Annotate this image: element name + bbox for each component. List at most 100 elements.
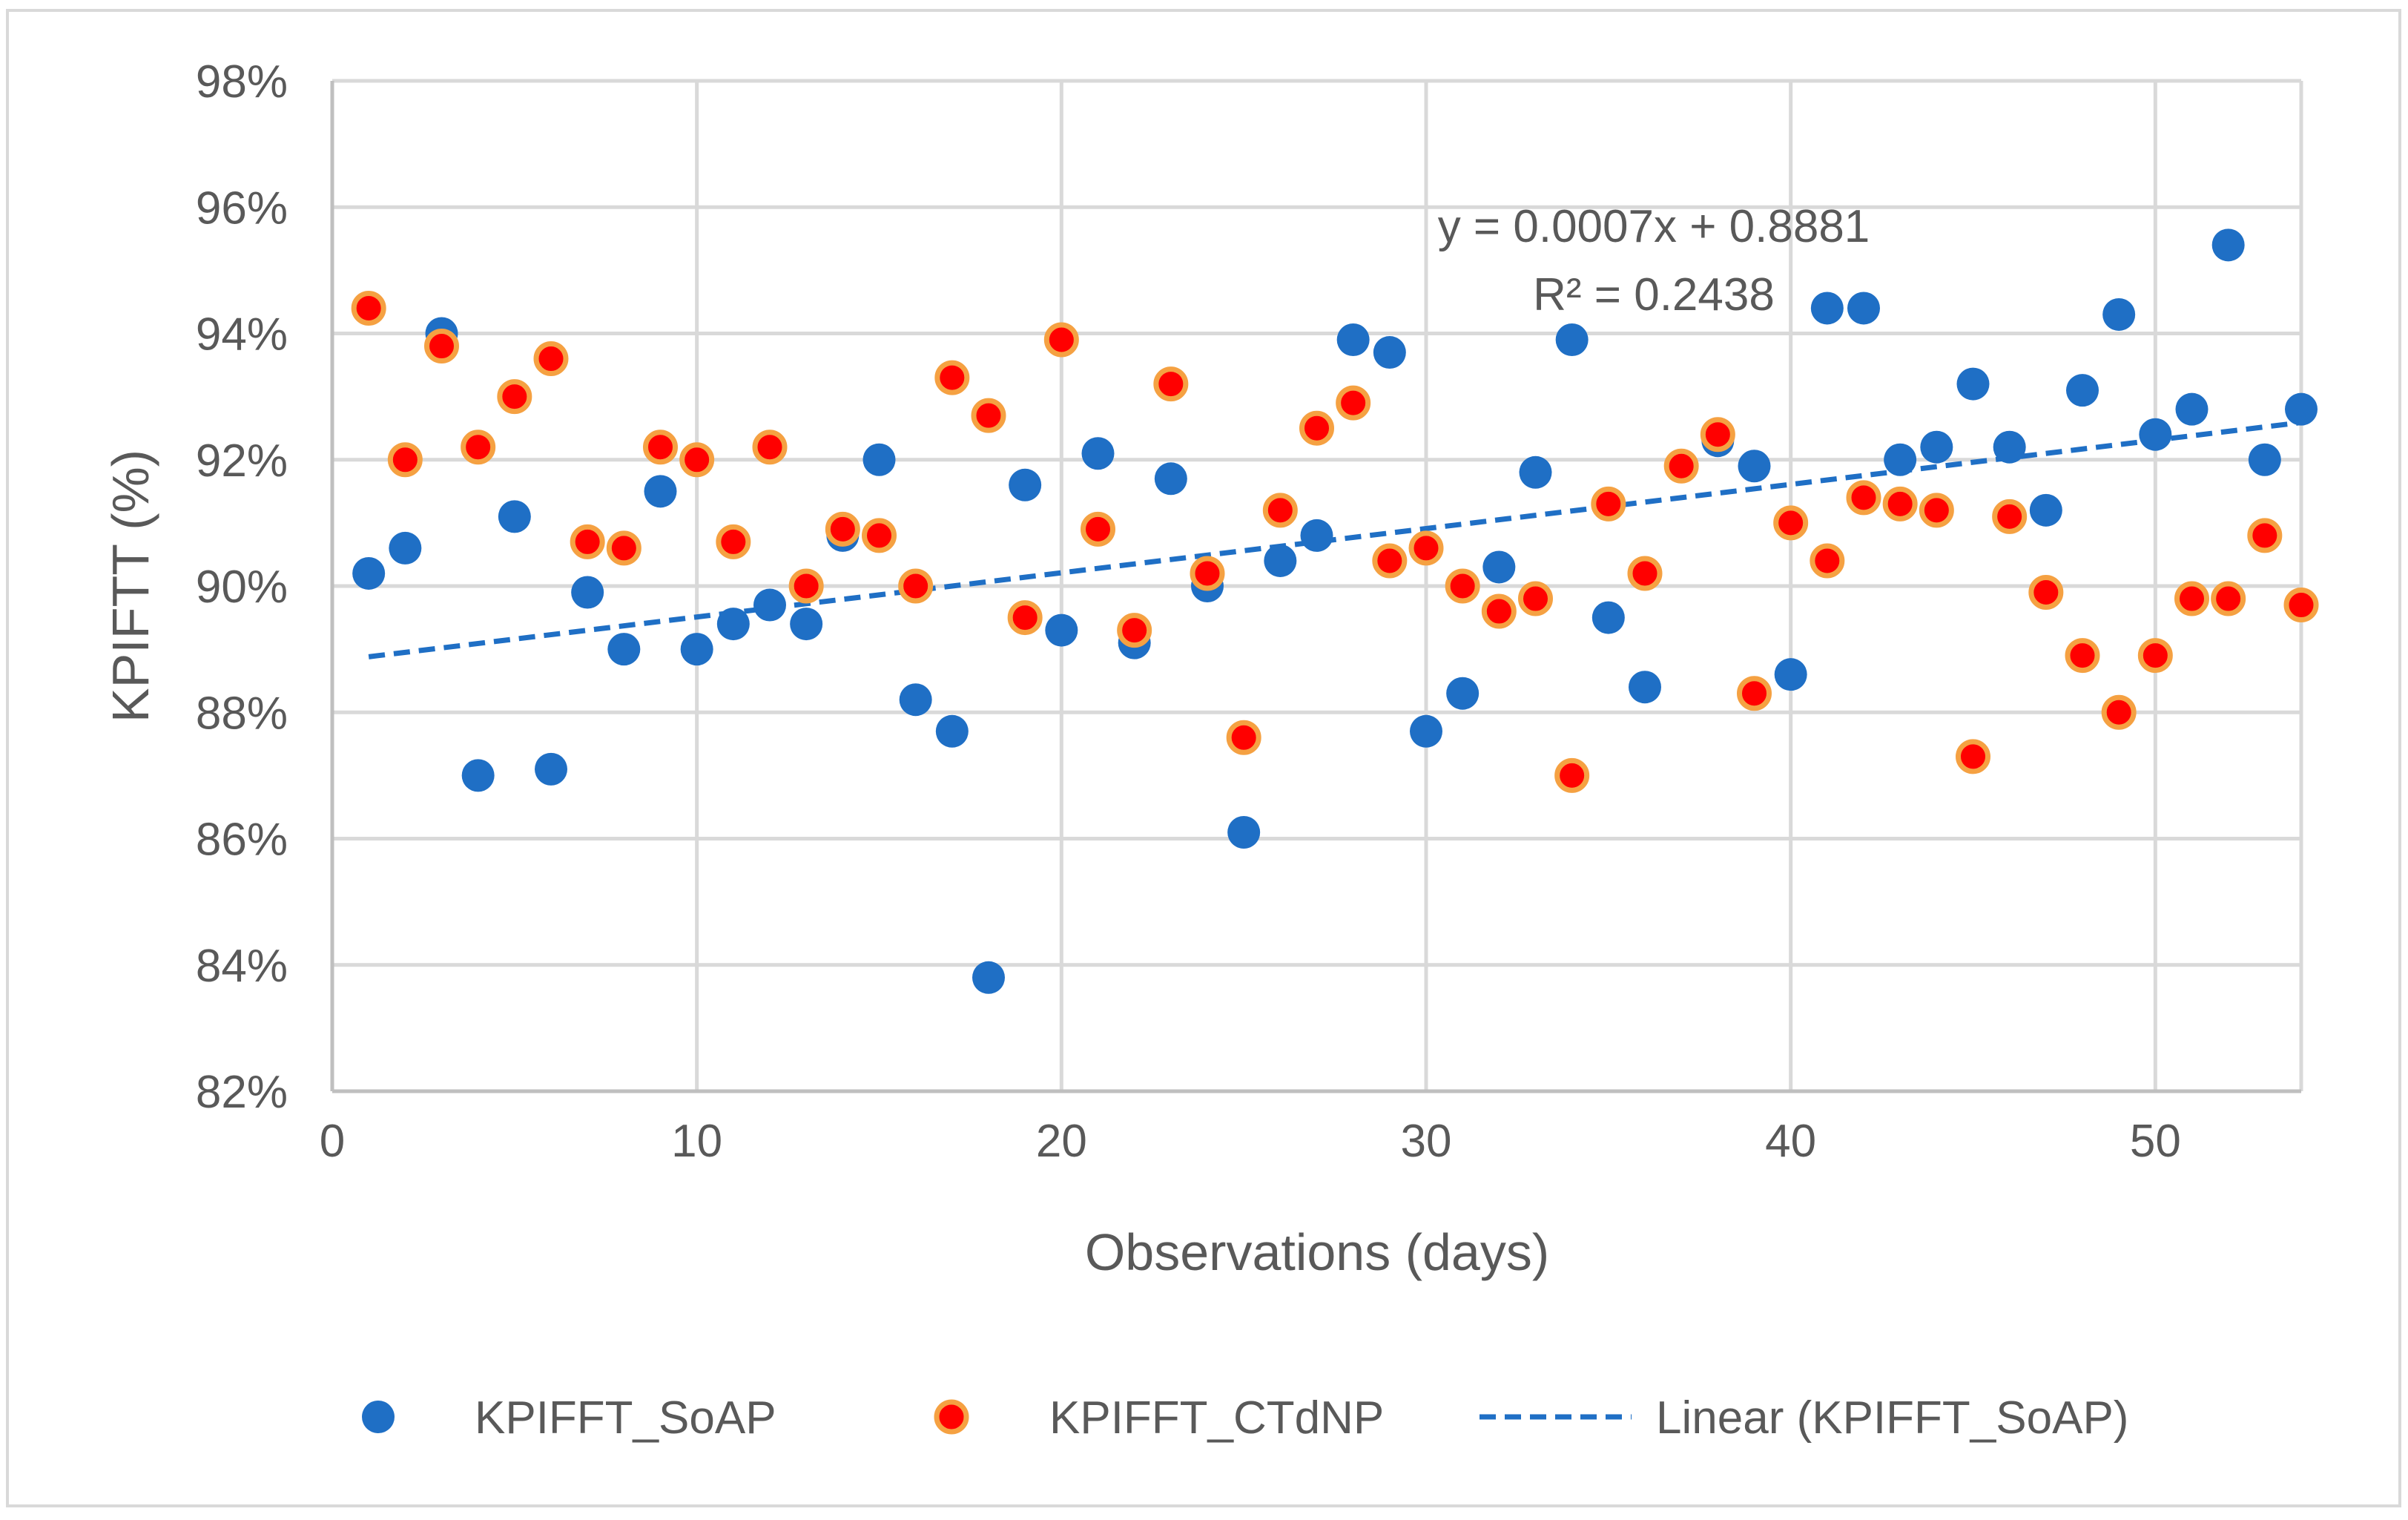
point-ctdnp bbox=[2065, 638, 2100, 674]
legend-label-soap: KPIFFT_SoAP bbox=[475, 1392, 776, 1444]
point-soap bbox=[644, 475, 677, 508]
y-tick-label: 90% bbox=[196, 562, 288, 613]
point-ctdnp bbox=[788, 568, 824, 604]
point-ctdnp bbox=[1700, 417, 1735, 453]
point-soap bbox=[1920, 430, 1953, 464]
point-soap bbox=[1264, 544, 1297, 577]
point-soap bbox=[1884, 443, 1917, 476]
point-soap bbox=[1081, 437, 1115, 470]
point-ctdnp bbox=[825, 511, 860, 547]
point-ctdnp bbox=[898, 568, 934, 604]
point-soap bbox=[1591, 601, 1625, 634]
point-ctdnp bbox=[1591, 486, 1626, 522]
x-tick-label: 20 bbox=[1036, 1116, 1087, 1167]
point-soap bbox=[2029, 493, 2062, 527]
point-ctdnp bbox=[1081, 511, 1115, 547]
point-ctdnp bbox=[1336, 385, 1371, 421]
x-tick-label: 30 bbox=[1401, 1116, 1452, 1167]
point-soap bbox=[461, 759, 495, 792]
point-ctdnp bbox=[461, 430, 496, 465]
point-ctdnp bbox=[971, 398, 1006, 433]
point-soap bbox=[2211, 228, 2245, 262]
x-axis-label: Observations (days) bbox=[1085, 1223, 1549, 1281]
point-ctdnp bbox=[1992, 499, 2028, 534]
x-tick-label: 50 bbox=[2130, 1116, 2181, 1167]
point-soap bbox=[1993, 430, 2026, 464]
point-soap bbox=[2139, 418, 2172, 451]
point-soap bbox=[1555, 323, 1589, 357]
point-soap bbox=[753, 588, 786, 622]
point-soap bbox=[1154, 462, 1187, 496]
point-ctdnp bbox=[1627, 556, 1663, 591]
point-soap bbox=[2175, 392, 2209, 426]
point-ctdnp bbox=[1445, 568, 1480, 604]
point-soap bbox=[935, 714, 969, 748]
point-soap bbox=[1045, 613, 1078, 647]
point-soap bbox=[2248, 443, 2281, 476]
point-soap bbox=[1810, 292, 1844, 325]
axes: 82% 84% 86% 88% 90% 92% 94% 96% 98% 0 10 20 30 40 50 bbox=[196, 56, 2301, 1167]
point-soap bbox=[862, 443, 896, 476]
point-ctdnp bbox=[2283, 588, 2319, 623]
point-ctdnp bbox=[424, 329, 459, 364]
x-tick-label: 0 bbox=[320, 1116, 345, 1167]
legend-label-trendline: Linear (KPIFFT_SoAP) bbox=[1656, 1392, 2128, 1444]
point-soap bbox=[1336, 323, 1370, 357]
x-tick-label: 10 bbox=[671, 1116, 722, 1167]
point-ctdnp bbox=[1262, 493, 1298, 528]
y-tick-label: 94% bbox=[196, 309, 288, 361]
point-ctdnp bbox=[2247, 518, 2283, 553]
y-tick-label: 86% bbox=[196, 815, 288, 866]
point-ctdnp bbox=[1299, 410, 1334, 446]
trendline-soap bbox=[368, 420, 2302, 659]
point-soap bbox=[1373, 336, 1406, 369]
point-ctdnp bbox=[2101, 694, 2137, 730]
point-soap bbox=[535, 752, 567, 786]
point-ctdnp bbox=[1518, 581, 1553, 616]
point-ctdnp bbox=[2028, 575, 2064, 611]
x-tick-label: 40 bbox=[1765, 1116, 1816, 1167]
y-tick-label: 82% bbox=[196, 1067, 288, 1118]
point-ctdnp bbox=[1481, 593, 1517, 629]
point-ctdnp bbox=[643, 430, 678, 465]
point-soap bbox=[1738, 450, 1771, 483]
point-ctdnp bbox=[716, 524, 751, 559]
chart-border bbox=[6, 9, 2401, 1507]
point-ctdnp bbox=[1408, 530, 1444, 566]
y-tick-label: 84% bbox=[196, 941, 288, 992]
legend: KPIFFT_SoAP KPIFFT_CTdNP Linear (KPIFFT_… bbox=[362, 1392, 2128, 1444]
point-soap bbox=[2102, 297, 2136, 331]
point-ctdnp bbox=[1882, 486, 1918, 522]
point-ctdnp bbox=[1554, 757, 1590, 793]
legend-marker-soap bbox=[362, 1401, 395, 1433]
point-ctdnp bbox=[862, 518, 897, 553]
point-soap bbox=[1446, 677, 1480, 710]
point-ctdnp bbox=[1737, 676, 1772, 711]
point-soap bbox=[1009, 468, 1042, 501]
point-soap bbox=[389, 531, 422, 565]
data-points bbox=[351, 228, 2319, 994]
point-ctdnp bbox=[387, 442, 423, 478]
point-ctdnp bbox=[570, 524, 605, 559]
point-soap bbox=[1956, 367, 1990, 401]
point-ctdnp bbox=[351, 290, 386, 326]
point-ctdnp bbox=[1372, 543, 1408, 579]
point-ctdnp bbox=[2137, 638, 2173, 674]
point-ctdnp bbox=[1043, 322, 1079, 358]
point-soap bbox=[607, 633, 641, 666]
point-soap bbox=[352, 556, 386, 590]
point-ctdnp bbox=[497, 379, 532, 415]
point-ctdnp bbox=[679, 442, 715, 478]
point-soap bbox=[1227, 815, 1261, 849]
point-ctdnp bbox=[1919, 493, 1954, 528]
legend-label-ctdnp: KPIFFT_CTdNP bbox=[1049, 1392, 1384, 1444]
point-soap bbox=[680, 633, 713, 666]
point-ctdnp bbox=[2174, 581, 2209, 616]
point-soap bbox=[2066, 374, 2099, 407]
y-axis-label: KPIFTT (%) bbox=[102, 450, 159, 723]
point-soap bbox=[716, 608, 750, 641]
point-soap bbox=[498, 500, 531, 533]
